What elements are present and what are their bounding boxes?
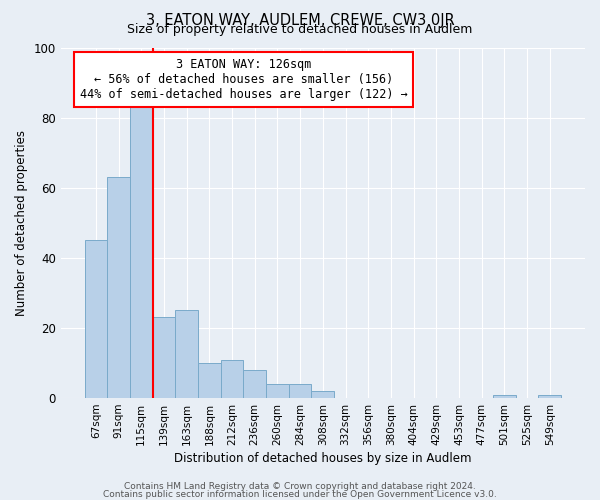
Text: Contains public sector information licensed under the Open Government Licence v3: Contains public sector information licen… [103, 490, 497, 499]
Bar [266, 384, 289, 398]
Bar [311, 391, 334, 398]
Bar [152, 318, 175, 398]
Bar [130, 104, 152, 398]
Bar [198, 363, 221, 398]
Text: Size of property relative to detached houses in Audlem: Size of property relative to detached ho… [127, 22, 473, 36]
Bar [244, 370, 266, 398]
Text: 3 EATON WAY: 126sqm
← 56% of detached houses are smaller (156)
44% of semi-detac: 3 EATON WAY: 126sqm ← 56% of detached ho… [80, 58, 407, 101]
X-axis label: Distribution of detached houses by size in Audlem: Distribution of detached houses by size … [174, 452, 472, 465]
Bar [85, 240, 107, 398]
Bar [175, 310, 198, 398]
Bar [289, 384, 311, 398]
Text: Contains HM Land Registry data © Crown copyright and database right 2024.: Contains HM Land Registry data © Crown c… [124, 482, 476, 491]
Bar [493, 394, 516, 398]
Y-axis label: Number of detached properties: Number of detached properties [15, 130, 28, 316]
Bar [221, 360, 244, 398]
Bar [107, 177, 130, 398]
Text: 3, EATON WAY, AUDLEM, CREWE, CW3 0JR: 3, EATON WAY, AUDLEM, CREWE, CW3 0JR [146, 12, 454, 28]
Bar [538, 394, 561, 398]
